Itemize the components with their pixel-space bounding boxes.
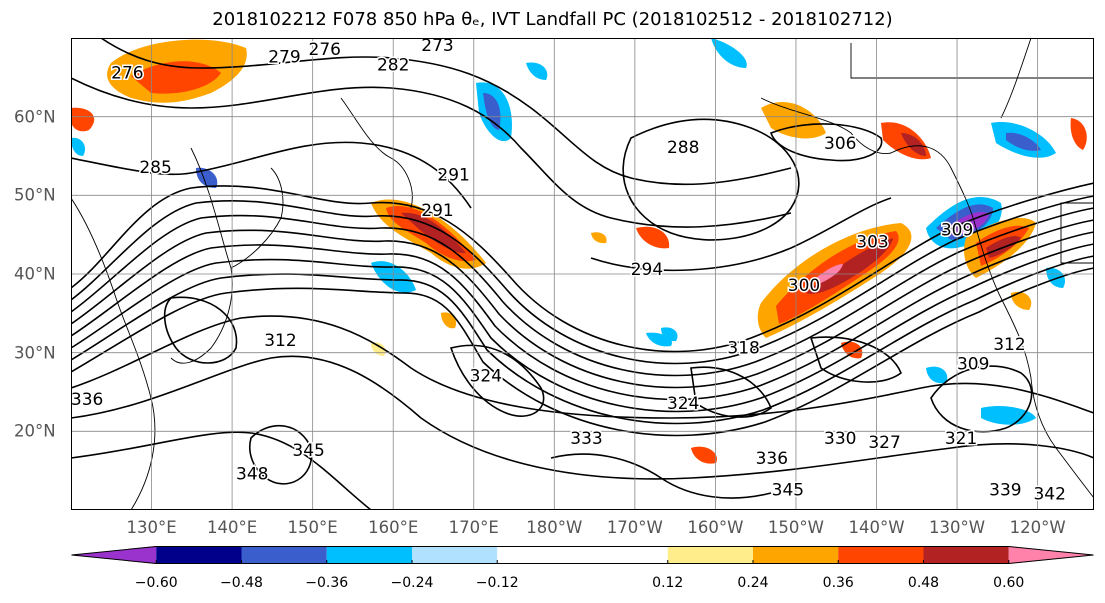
shading-layer	[71, 38, 1087, 464]
map-frame	[71, 38, 1094, 510]
contour-label: 279	[268, 48, 300, 68]
colorbar-swatch	[156, 546, 242, 564]
colorbar-tick-label: −0.60	[134, 575, 178, 591]
contour-label: 345	[772, 480, 804, 500]
colorbar-tick-label: 0.24	[737, 575, 769, 591]
colorbar-swatch	[412, 546, 498, 564]
longitude-tick-label: 150°E	[287, 518, 338, 537]
latitude-tick-label: 30°N	[14, 343, 56, 363]
contour-label: 312	[264, 331, 296, 351]
colorbar-tick-label: 0.48	[907, 575, 940, 591]
longitude-tick-label: 120°W	[1009, 518, 1066, 537]
colorbar-tick-label: 0.12	[652, 575, 684, 591]
longitude-tick-label: 130°E	[126, 518, 177, 537]
contour-label: 336	[756, 449, 788, 469]
contour-label: 342	[1033, 484, 1065, 504]
contour-label: 309	[957, 354, 989, 374]
longitude-tick-label: 130°W	[929, 518, 986, 537]
colorbar-swatch	[241, 546, 327, 564]
contour-label: 327	[868, 433, 900, 453]
contour-label: 282	[377, 56, 409, 76]
contour-label: 333	[570, 429, 602, 449]
colorbar-swatch	[326, 546, 412, 564]
contour-label: 336	[71, 390, 103, 410]
colorbar-tick-label: −0.24	[390, 575, 434, 591]
colorbar-tick-label: 0.60	[993, 575, 1025, 591]
contour-label: 300	[788, 276, 820, 296]
latitude-tick-label: 20°N	[14, 421, 56, 441]
map-panel: 276 279 276 273 282 285 291 291 288 294 306 303 300 3…	[71, 38, 1094, 510]
graticule	[71, 38, 1094, 510]
colorbar-tick-label: −0.12	[475, 575, 519, 591]
contour-label: 285	[139, 158, 171, 178]
contour-label: 309	[941, 221, 973, 241]
contour-label: 273	[421, 38, 453, 56]
longitude-tick-label: 160°W	[687, 518, 744, 537]
contour-label-layer: 276 279 276 273 282 285 291 291 288 294 306 303 300 3…	[71, 38, 1067, 506]
longitude-tick-label: 170°W	[606, 518, 663, 537]
colorbar-swatch	[753, 546, 839, 564]
contour-label: 324	[470, 366, 502, 386]
colorbar-tick-label: −0.48	[220, 575, 263, 591]
longitude-tick-label: 140°E	[207, 518, 258, 537]
colorbar-swatch	[667, 546, 753, 564]
colorbar-swatch	[497, 546, 668, 564]
longitude-tick-label: 140°W	[848, 518, 905, 537]
latitude-tick-label: 60°N	[14, 107, 56, 127]
contour-layer	[71, 38, 1094, 510]
contour-label: 291	[421, 201, 453, 221]
contour-label: 339	[989, 480, 1021, 500]
contour-label: 321	[945, 429, 977, 449]
contour-label: 288	[667, 138, 699, 158]
colorbar-tick-label: 0.36	[822, 575, 854, 591]
colorbar-swatch	[1008, 546, 1094, 564]
contour-label: 303	[856, 233, 888, 253]
longitude-tick-label: 150°W	[767, 518, 824, 537]
colorbar-swatch	[838, 546, 924, 564]
contour-label: 291	[437, 166, 469, 186]
colorbar-swatch	[923, 546, 1009, 564]
contour-label: 294	[631, 260, 663, 280]
contour-label: 276	[111, 63, 143, 83]
map-canvas: 276 279 276 273 282 285 291 291 288 294 306 303 300 3…	[71, 38, 1094, 510]
contour-label: 324	[667, 394, 699, 414]
colorbar-tick-label: −0.36	[305, 575, 349, 591]
contour-label: 348	[236, 465, 268, 485]
contour-label: 312	[993, 335, 1025, 355]
longitude-tick-label: 180°W	[526, 518, 583, 537]
contour-label: 276	[309, 40, 341, 60]
colorbar-swatch	[71, 546, 157, 564]
contour-label: 330	[824, 429, 856, 449]
longitude-tick-label: 170°E	[448, 518, 499, 537]
latitude-tick-label: 50°N	[14, 185, 56, 205]
longitude-tick-label: 160°E	[368, 518, 419, 537]
contour-label: 345	[292, 441, 324, 461]
latitude-tick-label: 40°N	[14, 264, 56, 284]
contour-label: 318	[727, 339, 759, 359]
map-title: 2018102212 F078 850 hPa θₑ, IVT Landfall…	[212, 9, 893, 30]
contour-label: 306	[824, 134, 856, 154]
colorbar	[71, 546, 1094, 564]
